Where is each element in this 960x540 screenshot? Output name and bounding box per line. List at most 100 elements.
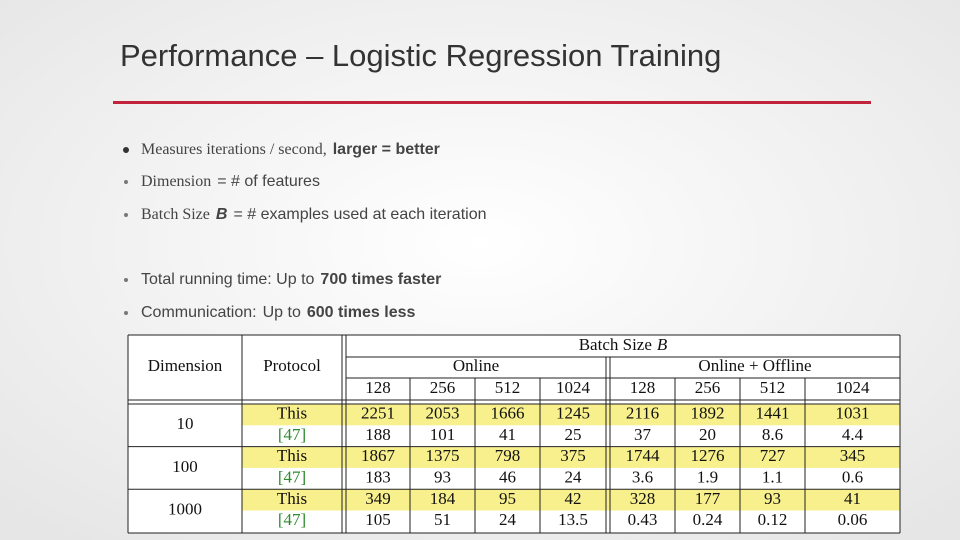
value-cell: 188: [365, 425, 391, 444]
protocol-cell: This: [277, 446, 307, 465]
value-cell: 328: [630, 489, 656, 508]
bullet-segment: larger = better: [333, 141, 440, 158]
value-cell: 345: [840, 446, 866, 465]
value-cell: 1245: [556, 404, 590, 423]
value-cell: 1375: [426, 446, 460, 465]
value-cell: 8.6: [762, 425, 783, 444]
value-cell: 93: [434, 467, 451, 486]
title-rule: [113, 101, 871, 104]
value-cell: 0.06: [838, 510, 868, 529]
bullet-dot: [123, 147, 129, 153]
value-cell: 0.6: [842, 467, 863, 486]
value-cell: 1867: [361, 446, 396, 465]
bullet-segment: 700 times faster: [320, 271, 441, 288]
value-cell: 1031: [836, 404, 870, 423]
header-segment: Batch Size: [579, 335, 652, 354]
value-cell: 2116: [626, 404, 659, 423]
value-cell: 2251: [361, 404, 395, 423]
size-header: 1024: [836, 378, 871, 397]
value-cell: 24: [499, 510, 517, 529]
dimension-cell: 1000: [168, 499, 202, 518]
value-cell: 0.43: [628, 510, 658, 529]
value-cell: 1892: [691, 404, 725, 423]
value-cell: 3.6: [632, 467, 653, 486]
value-cell: 41: [844, 489, 861, 508]
value-cell: 46: [499, 467, 516, 486]
bullet-segment: = # of features: [217, 173, 320, 190]
bullet-segment: Measures iterations / second,: [141, 141, 327, 158]
group-header: Online + Offline: [698, 356, 811, 375]
value-cell: 1.9: [697, 467, 718, 486]
bullet-dot: [124, 180, 128, 184]
value-cell: 95: [499, 489, 516, 508]
header-segment: B: [657, 335, 668, 354]
protocol-cell: [47]: [278, 425, 306, 444]
size-header: 128: [630, 378, 656, 397]
bullet-segment: 600 times less: [307, 304, 416, 321]
value-cell: 42: [565, 489, 582, 508]
size-header: 128: [365, 378, 391, 397]
value-cell: 2053: [426, 404, 460, 423]
value-cell: 349: [365, 489, 391, 508]
value-cell: 37: [634, 425, 652, 444]
slide-title: Performance – Logistic Regression Traini…: [120, 38, 721, 73]
bullet-segment: Communication:: [141, 304, 257, 321]
protocol-cell: This: [277, 489, 307, 508]
value-cell: 798: [495, 446, 521, 465]
value-cell: 24: [565, 467, 583, 486]
row-highlight: [242, 404, 900, 426]
value-cell: 51: [434, 510, 451, 529]
value-cell: 101: [430, 425, 456, 444]
size-header: 256: [695, 378, 721, 397]
bullet-text: Batch Size B = # examples used at each ite…: [141, 206, 486, 224]
value-cell: 183: [365, 467, 391, 486]
bullet-list: Measures iterations / second, larger = be…: [123, 141, 486, 321]
bullet-segment: Batch Size: [141, 206, 210, 223]
value-cell: 0.24: [693, 510, 723, 529]
bullet-text: Measures iterations / second, larger = be…: [141, 141, 440, 159]
value-cell: 1.1: [762, 467, 783, 486]
protocol-cell: [47]: [278, 510, 306, 529]
bullet-text: Dimension = # of features: [141, 173, 320, 191]
header-cell: Batch Size B: [579, 335, 668, 354]
size-header: 512: [495, 378, 521, 397]
value-cell: 93: [764, 489, 781, 508]
bullet-text: Total running time: Up to 700 times faste…: [141, 271, 441, 288]
value-cell: 13.5: [558, 510, 588, 529]
group-header: Online: [453, 356, 499, 375]
value-cell: 20: [699, 425, 716, 444]
row-highlight: [242, 446, 900, 468]
protocol-cell: [47]: [278, 467, 306, 486]
bullet-segment: Up to: [263, 304, 301, 321]
bullet-dot: [124, 311, 128, 315]
bullet-segment: B: [216, 206, 228, 223]
size-header: 512: [760, 378, 786, 397]
bullet-segment: Dimension: [141, 173, 211, 190]
bullet-segment: = # examples used at each iteration: [233, 206, 486, 223]
dimension-cell: 10: [177, 414, 194, 433]
header-cell: Protocol: [263, 356, 321, 375]
value-cell: 1276: [691, 446, 725, 465]
value-cell: 105: [365, 510, 391, 529]
row-highlight: [242, 489, 900, 511]
size-header: 1024: [556, 378, 591, 397]
header-cell: Dimension: [148, 356, 223, 375]
value-cell: 41: [499, 425, 516, 444]
bullet-text: Communication: Up to 600 times less: [141, 304, 415, 321]
dimension-cell: 100: [172, 457, 198, 476]
value-cell: 727: [760, 446, 786, 465]
value-cell: 25: [565, 425, 582, 444]
size-header: 256: [430, 378, 456, 397]
value-cell: 1744: [626, 446, 661, 465]
value-cell: 1666: [491, 404, 525, 423]
bullet-segment: Total running time: Up to: [141, 271, 315, 288]
value-cell: 0.12: [758, 510, 788, 529]
value-cell: 1441: [756, 404, 790, 423]
value-cell: 4.4: [842, 425, 864, 444]
bullet-dot: [124, 278, 128, 282]
protocol-cell: This: [277, 404, 307, 423]
bullet-dot: [124, 213, 128, 217]
value-cell: 184: [430, 489, 456, 508]
